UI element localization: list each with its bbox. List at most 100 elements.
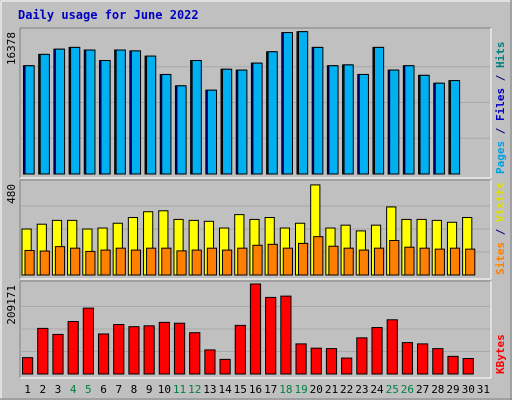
bar-kbytes-day-24 [371,327,383,375]
bar-sites-day-15 [237,247,248,276]
x-tick-label-day-24: 24 [370,383,384,396]
bar-pages-day-3 [54,48,66,175]
x-tick-label-day-23: 23 [355,383,368,396]
bar-kbytes-day-4 [67,321,79,375]
bar-sites-day-23 [358,249,369,276]
bar-pages-day-9 [146,55,157,175]
x-tick-label-day-12: 12 [188,383,201,396]
bar-sites-day-30 [465,248,476,276]
bar-sites-day-7 [115,247,126,276]
x-tick-label-day-18: 18 [279,383,292,396]
x-tick-label-day-19: 19 [294,383,307,396]
legend-part: / [494,121,507,141]
bar-pages-day-1 [24,65,35,175]
bar-pages-day-27 [419,74,430,175]
x-tick-label-day-25: 25 [386,383,399,396]
bar-kbytes-day-11 [173,322,186,375]
bar-sites-day-10 [161,247,172,276]
bar-kbytes-day-19 [295,343,307,375]
bar-kbytes-day-15 [234,324,246,375]
bar-sites-day-24 [373,247,385,276]
legend-part: Pages [494,141,507,174]
x-tick-label-day-15: 15 [234,383,247,396]
bar-kbytes-day-13 [204,349,216,375]
bar-kbytes-day-23 [356,337,368,375]
bar-pages-day-7 [115,49,126,175]
x-tick-label-day-31: 31 [477,383,490,396]
bar-sites-day-9 [146,247,157,276]
legend-part: KBytes [494,334,507,374]
bar-kbytes-day-3 [52,333,64,375]
legend-part: Sites [494,242,507,275]
bar-kbytes-day-18 [280,295,292,375]
x-tick-label-day-21: 21 [325,383,338,396]
bar-pages-day-14 [222,68,233,175]
legend-part: Visits [494,182,507,222]
bar-kbytes-day-2 [37,327,49,375]
x-tick-label-day-14: 14 [218,383,232,396]
x-tick-label-day-3: 3 [55,383,62,396]
bar-sites-day-25 [389,240,400,276]
bar-sites-day-27 [419,247,430,276]
bar-sites-day-18 [282,247,293,276]
bar-sites-day-26 [404,246,415,276]
y-axis-max-label: 16378 [5,32,18,65]
x-tick-label-day-2: 2 [39,383,46,396]
bar-sites-day-4 [70,247,81,276]
panel-middle: 480 Sites / Visits [5,179,507,280]
x-tick-label-day-22: 22 [340,383,353,396]
bar-kbytes-day-30 [462,358,474,375]
bar-kbytes-day-10 [158,321,170,375]
bar-sites-day-14 [222,249,233,276]
x-tick-label-day-4: 4 [70,383,77,396]
bar-pages-day-6 [100,59,111,175]
bar-sites-day-21 [328,245,339,276]
bar-kbytes-day-20 [310,347,322,375]
x-tick-label-day-28: 28 [431,383,444,396]
x-tick-label-day-11: 11 [173,383,186,396]
series-legend-top: Pages / Files / Hits [494,42,507,175]
bar-kbytes-day-22 [341,357,353,375]
bar-pages-day-18 [282,32,293,175]
x-tick-label-day-8: 8 [131,383,138,396]
bar-sites-day-12 [191,249,202,276]
x-tick-label-day-20: 20 [310,383,323,396]
x-tick-label-day-13: 13 [203,383,216,396]
bar-pages-day-5 [85,49,96,175]
bar-sites-day-5 [85,250,96,276]
bar-kbytes-day-6 [97,333,110,375]
bar-pages-day-15 [237,69,248,175]
bar-pages-day-10 [161,73,172,175]
legend-part: / [494,68,507,88]
bar-sites-day-17 [267,243,278,276]
bar-kbytes-day-8 [128,326,140,375]
bar-pages-day-19 [297,31,309,175]
x-tick-label-day-6: 6 [100,383,107,396]
bar-pages-day-21 [328,65,339,175]
bar-sites-day-19 [297,242,309,276]
bar-kbytes-day-7 [113,324,125,375]
x-tick-label-day-1: 1 [24,383,31,396]
x-tick-label-day-9: 9 [146,383,153,396]
bar-pages-day-24 [373,46,385,175]
y-axis-max-label: 209171 [5,285,18,325]
bar-sites-day-1 [24,249,35,276]
bar-pages-day-26 [404,65,415,175]
bar-pages-day-17 [267,51,278,175]
bar-pages-day-25 [389,69,400,175]
bar-sites-day-11 [176,250,187,276]
x-tick-label-day-7: 7 [115,383,122,396]
bar-sites-day-29 [449,247,461,276]
bar-kbytes-day-16 [249,283,262,375]
bar-pages-day-4 [70,46,81,175]
x-tick-label-day-10: 10 [158,383,171,396]
bar-sites-day-22 [343,247,354,276]
bar-sites-day-13 [206,247,218,276]
bar-pages-day-28 [434,82,445,175]
series-legend-middle: Sites / Visits [494,182,507,275]
bar-pages-day-23 [358,73,369,175]
bar-kbytes-day-1 [22,357,34,375]
x-tick-label-day-27: 27 [416,383,429,396]
panel-top: 16378 Pages / Files / Hits [5,27,507,179]
